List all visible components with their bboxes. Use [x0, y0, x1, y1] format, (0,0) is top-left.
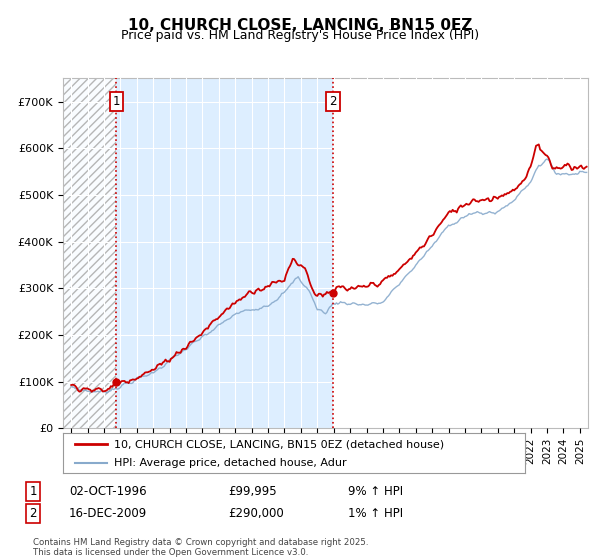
Text: 2: 2: [29, 507, 37, 520]
Text: Contains HM Land Registry data © Crown copyright and database right 2025.
This d: Contains HM Land Registry data © Crown c…: [33, 538, 368, 557]
Text: 1: 1: [113, 95, 120, 108]
Text: 16-DEC-2009: 16-DEC-2009: [69, 507, 147, 520]
Text: 1% ↑ HPI: 1% ↑ HPI: [348, 507, 403, 520]
Bar: [333, 78, 588, 428]
Text: 02-OCT-1996: 02-OCT-1996: [69, 485, 146, 498]
Text: £99,995: £99,995: [228, 485, 277, 498]
Text: 1: 1: [29, 485, 37, 498]
Text: Price paid vs. HM Land Registry's House Price Index (HPI): Price paid vs. HM Land Registry's House …: [121, 29, 479, 42]
Text: 10, CHURCH CLOSE, LANCING, BN15 0EZ: 10, CHURCH CLOSE, LANCING, BN15 0EZ: [128, 18, 472, 33]
Text: £290,000: £290,000: [228, 507, 284, 520]
Text: 2: 2: [329, 95, 337, 108]
Text: 10, CHURCH CLOSE, LANCING, BN15 0EZ (detached house): 10, CHURCH CLOSE, LANCING, BN15 0EZ (det…: [114, 439, 444, 449]
Bar: [63, 78, 116, 428]
Text: HPI: Average price, detached house, Adur: HPI: Average price, detached house, Adur: [114, 458, 346, 468]
Text: 9% ↑ HPI: 9% ↑ HPI: [348, 485, 403, 498]
